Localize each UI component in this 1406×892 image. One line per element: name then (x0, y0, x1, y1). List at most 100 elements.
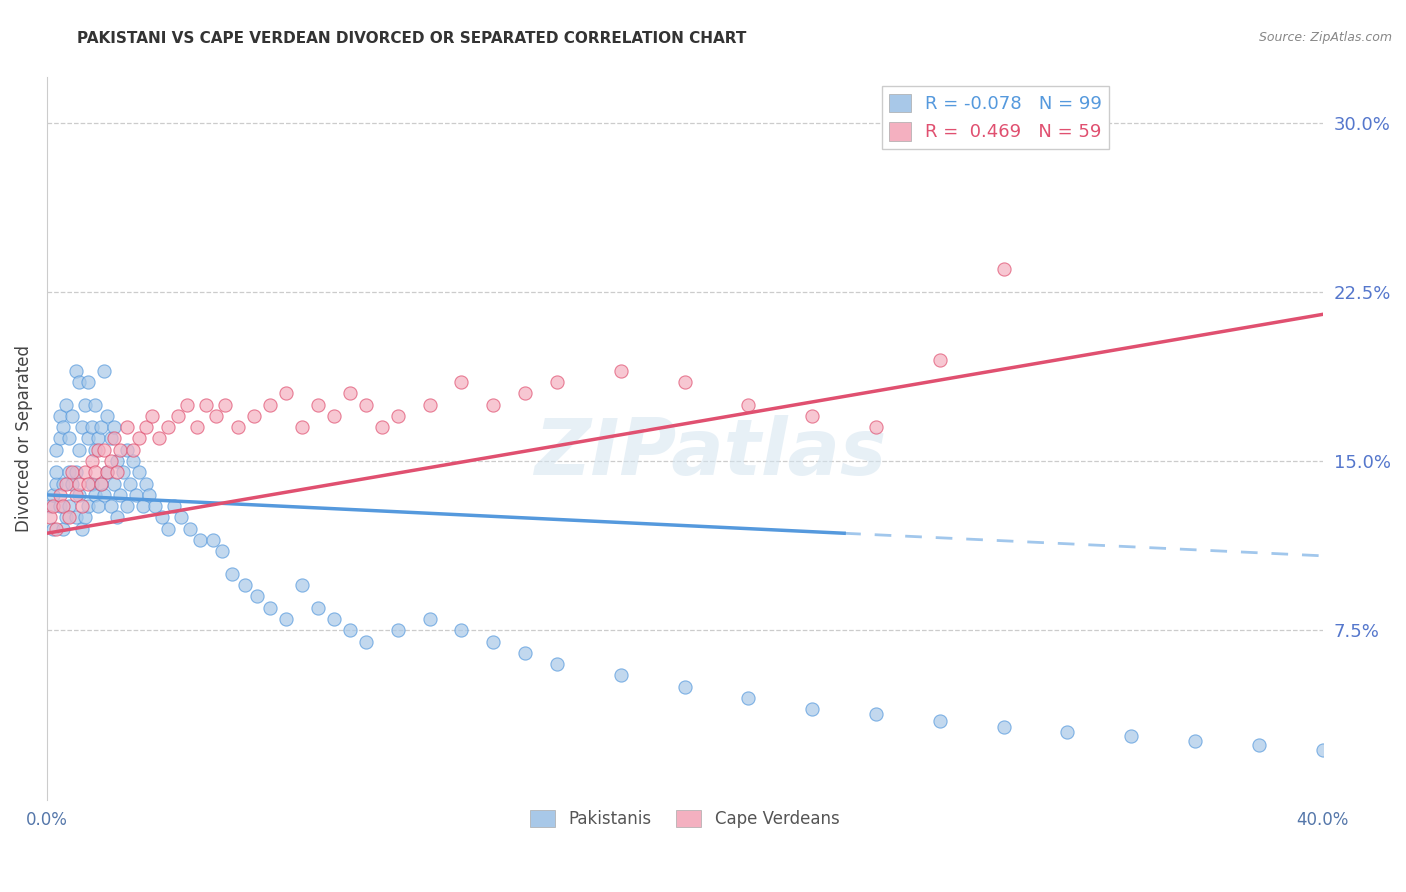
Point (42, 522, 65, 536)
Point (450, 375, 472, 389)
Point (75, 510, 97, 524)
Point (163, 499, 186, 513)
Point (75, 398, 97, 412)
Point (87, 432, 110, 446)
Point (42, 499, 65, 513)
Point (93, 442, 115, 457)
Point (77, 375, 100, 389)
Point (546, 657, 568, 672)
Point (291, 420, 314, 434)
Point (801, 409, 824, 423)
Point (58, 510, 80, 524)
Point (243, 409, 266, 423)
Point (138, 488, 160, 502)
Point (39, 510, 62, 524)
Point (928, 352, 950, 367)
Point (45, 466, 67, 480)
Point (118, 476, 141, 491)
Point (87, 499, 110, 513)
Point (221, 566, 243, 581)
Point (58, 499, 80, 513)
Point (87, 442, 110, 457)
Point (52, 499, 75, 513)
Point (75, 466, 97, 480)
Point (115, 499, 138, 513)
Point (1056, 724, 1078, 739)
Point (103, 476, 125, 491)
Point (387, 624, 409, 638)
Point (128, 466, 150, 480)
Text: PAKISTANI VS CAPE VERDEAN DIVORCED OR SEPARATED CORRELATION CHART: PAKISTANI VS CAPE VERDEAN DIVORCED OR SE… (77, 31, 747, 46)
Point (233, 578, 256, 592)
Point (48, 432, 70, 446)
Point (110, 442, 132, 457)
Point (166, 409, 188, 423)
Point (55, 398, 77, 412)
Point (80, 476, 103, 491)
Point (131, 499, 153, 513)
Point (90, 476, 112, 491)
Point (148, 432, 170, 446)
Point (673, 680, 696, 694)
Point (737, 690, 759, 705)
Point (122, 442, 145, 457)
Point (610, 364, 633, 378)
Point (80, 420, 103, 434)
Point (70, 499, 93, 513)
Point (122, 454, 145, 468)
Point (96, 466, 118, 480)
Y-axis label: Divorced or Separated: Divorced or Separated (15, 345, 32, 532)
Point (135, 476, 157, 491)
Point (928, 714, 950, 728)
Point (80, 454, 103, 468)
Point (150, 510, 173, 524)
Point (65, 466, 87, 480)
Point (110, 488, 132, 502)
Point (993, 262, 1015, 277)
Point (610, 668, 633, 682)
Point (96, 466, 118, 480)
Point (67, 476, 90, 491)
Point (259, 600, 281, 615)
Point (105, 510, 128, 524)
Point (201, 533, 224, 547)
Point (67, 442, 90, 457)
Point (58, 432, 80, 446)
Legend: Pakistanis, Cape Verdeans: Pakistanis, Cape Verdeans (523, 803, 846, 835)
Point (737, 398, 759, 412)
Point (205, 409, 228, 423)
Point (482, 398, 505, 412)
Point (77, 432, 100, 446)
Point (515, 646, 537, 660)
Point (55, 510, 77, 524)
Point (83, 488, 105, 502)
Point (307, 600, 329, 615)
Point (48, 488, 70, 502)
Point (48, 409, 70, 423)
Point (1121, 729, 1143, 743)
Point (157, 420, 180, 434)
Point (1247, 739, 1270, 753)
Point (96, 409, 118, 423)
Point (211, 544, 233, 558)
Point (45, 476, 67, 491)
Point (143, 499, 166, 513)
Point (125, 488, 148, 502)
Point (170, 510, 193, 524)
Point (865, 420, 887, 434)
Point (58, 466, 80, 480)
Text: Source: ZipAtlas.com: Source: ZipAtlas.com (1258, 31, 1392, 45)
Point (515, 386, 537, 401)
Point (70, 420, 93, 434)
Point (77, 499, 100, 513)
Point (83, 442, 105, 457)
Point (48, 499, 70, 513)
Point (65, 364, 87, 378)
Point (188, 533, 211, 547)
Point (546, 375, 568, 389)
Point (371, 420, 394, 434)
Point (339, 386, 361, 401)
Point (141, 409, 163, 423)
Point (112, 466, 135, 480)
Point (354, 634, 377, 648)
